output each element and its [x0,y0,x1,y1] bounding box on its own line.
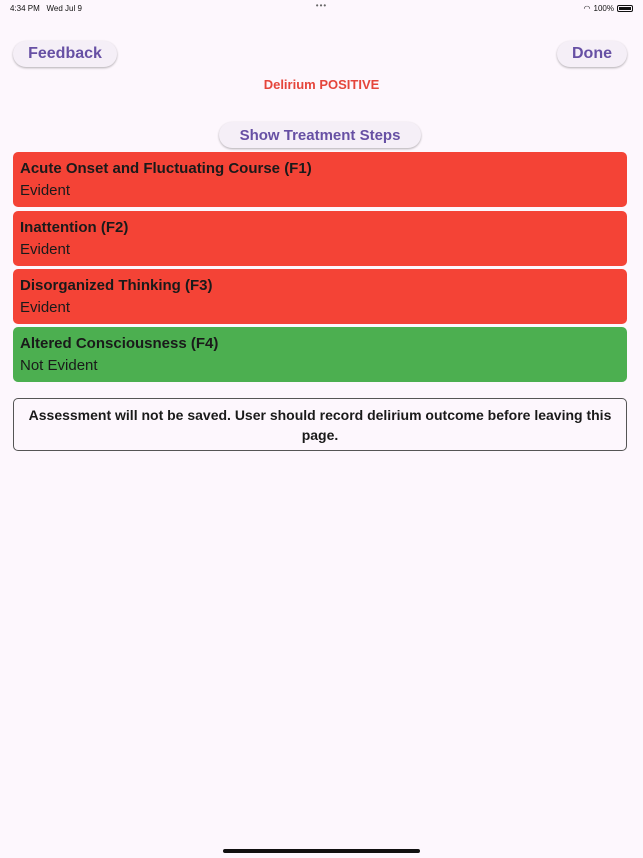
feature-title: Inattention (F2) [20,219,129,236]
show-treatment-steps-button[interactable]: Show Treatment Steps [219,122,421,148]
feature-status: Evident [20,299,71,316]
battery-icon [617,5,633,12]
feature-card-f2: Inattention (F2) Evident [13,211,627,266]
feature-card-f1: Acute Onset and Fluctuating Course (F1) E… [13,152,627,207]
home-indicator[interactable] [223,849,420,853]
wifi-icon: ◠ [583,4,591,13]
status-time: 4:34 PM Wed Jul 9 [10,4,82,13]
feature-card-f3: Disorganized Thinking (F3) Evident [13,269,627,324]
feature-status: Not Evident [20,357,98,374]
feature-status: Evident [20,241,71,258]
feedback-button[interactable]: Feedback [13,41,117,67]
date: Wed Jul 9 [46,4,82,13]
feature-card-f4: Altered Consciousness (F4) Not Evident [13,327,627,382]
multitasking-dots-icon[interactable]: ••• [315,1,328,10]
done-button[interactable]: Done [557,41,627,67]
feature-title: Altered Consciousness (F4) [20,335,219,352]
save-warning-notice: Assessment will not be saved. User shoul… [13,398,627,451]
status-bar: 4:34 PM Wed Jul 9 ••• ◠ 100% [10,1,633,16]
feature-title: Disorganized Thinking (F3) [20,277,213,294]
time: 4:34 PM [10,4,40,13]
feature-title: Acute Onset and Fluctuating Course (F1) [20,160,312,177]
delirium-result: Delirium POSITIVE [263,77,380,92]
battery-percent: 100% [593,4,614,13]
feature-status: Evident [20,182,71,199]
